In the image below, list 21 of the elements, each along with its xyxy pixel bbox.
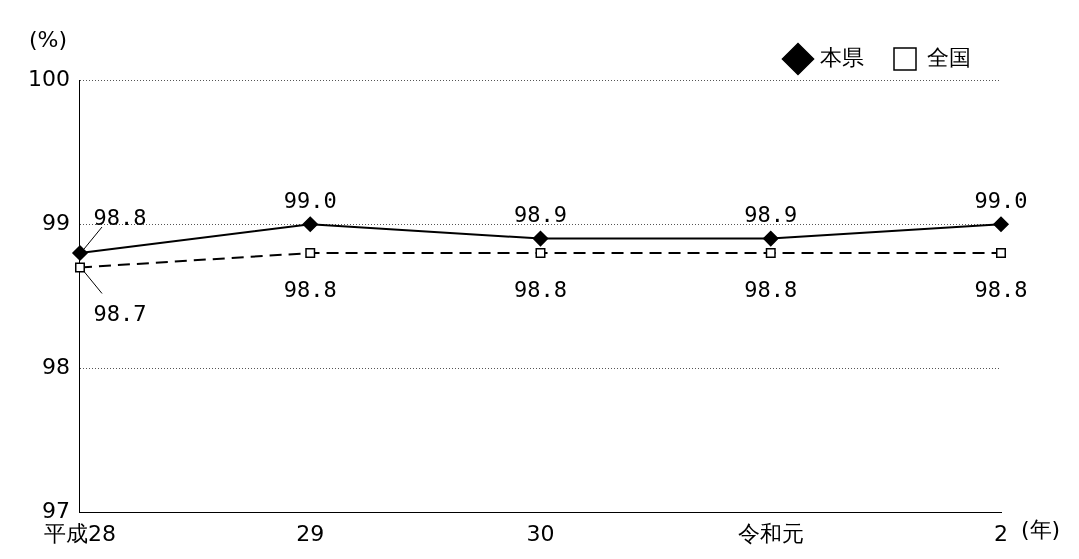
data-label: 98.8	[514, 276, 567, 302]
y-tick-label: 98	[41, 354, 70, 380]
data-label: 98.8	[974, 276, 1028, 302]
legend-label: 本県	[820, 44, 864, 70]
data-label: 99.0	[283, 187, 337, 213]
legend-label: 全国	[927, 44, 971, 70]
data-label: 98.9	[514, 202, 567, 228]
data-label: 98.8	[283, 276, 337, 302]
data-label: 98.8	[744, 276, 798, 302]
y-tick-label: 100	[27, 65, 70, 91]
x-tick-label: 2	[994, 520, 1008, 546]
y-axis-title: (%)	[28, 26, 68, 52]
x-tick-label: 29	[296, 520, 325, 546]
data-label: 98.7	[93, 301, 147, 327]
y-tick-label: 99	[41, 209, 70, 235]
x-tick-label: 令和元	[737, 520, 804, 546]
data-label: 99.0	[974, 187, 1028, 213]
x-axis-title: (年)	[1021, 517, 1061, 543]
data-label: 98.8	[93, 204, 147, 230]
x-tick-label: 30	[526, 520, 555, 546]
data-label: 98.9	[744, 202, 798, 228]
